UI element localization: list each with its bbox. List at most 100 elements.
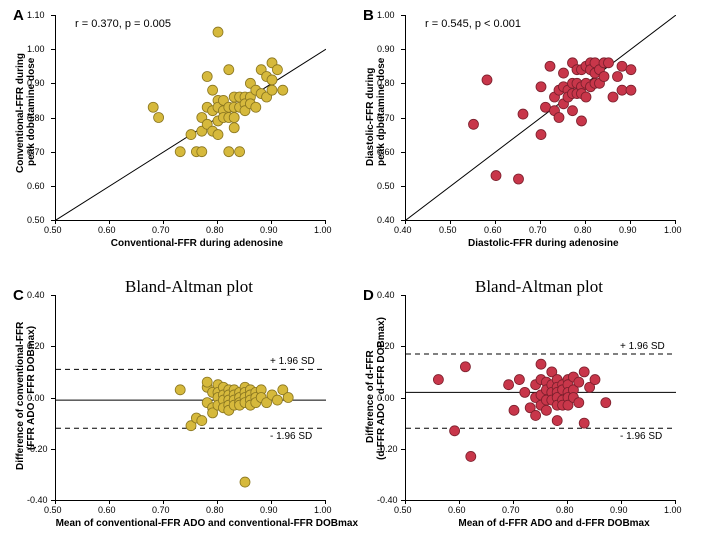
xtick-label: 0.40 — [394, 225, 412, 235]
marker — [175, 385, 185, 395]
plot-svg-D — [406, 295, 676, 500]
marker — [604, 58, 614, 68]
sd-upper-label: + 1.96 SD — [620, 341, 665, 352]
marker — [235, 147, 245, 157]
sd-upper-label: + 1.96 SD — [270, 356, 315, 367]
panel-label-A: A — [13, 7, 24, 24]
ylabel-B: Diastolic-FFR during — [365, 67, 376, 165]
chart-title-D: Bland-Altman plot — [475, 277, 603, 297]
marker — [283, 393, 293, 403]
panel-label-C: C — [13, 287, 24, 304]
marker — [536, 130, 546, 140]
ytick-label: 0.50 — [27, 215, 45, 225]
marker — [213, 27, 223, 37]
plot-C — [55, 295, 326, 501]
marker — [579, 367, 589, 377]
xtick-label: 0.90 — [260, 225, 278, 235]
marker — [229, 113, 239, 123]
marker — [536, 359, 546, 369]
marker — [197, 416, 207, 426]
xtick-label: 0.70 — [529, 225, 547, 235]
marker — [224, 147, 234, 157]
plot-svg-B — [406, 15, 676, 220]
plot-A — [55, 15, 326, 221]
marker — [514, 375, 524, 385]
marker — [208, 85, 218, 95]
xtick-label: 0.70 — [152, 225, 170, 235]
marker — [531, 410, 541, 420]
marker — [541, 405, 551, 415]
marker — [536, 82, 546, 92]
marker — [599, 72, 609, 82]
marker — [574, 398, 584, 408]
stats-text-B: r = 0.545, p < 0.001 — [425, 18, 521, 30]
marker — [568, 106, 578, 116]
panel-label-D: D — [363, 287, 374, 304]
marker — [514, 174, 524, 184]
xtick-label: 0.80 — [556, 505, 574, 515]
ylabel-D: (d-FFR ADO - d-FFR DOBmax) — [376, 317, 387, 460]
marker — [509, 405, 519, 415]
xtick-label: 0.90 — [610, 505, 628, 515]
marker — [202, 72, 212, 82]
ylabel-A: Conventional-FFR during — [15, 53, 26, 173]
ytick-label: 1.10 — [27, 10, 45, 20]
xtick-label: 0.60 — [484, 225, 502, 235]
xtick-label: 1.00 — [314, 505, 332, 515]
plot-svg-C — [56, 295, 326, 500]
marker — [154, 113, 164, 123]
marker — [450, 426, 460, 436]
marker — [518, 109, 528, 119]
xtick-label: 0.80 — [206, 505, 224, 515]
xlabel-C: Mean of conventional-FFR ADO and convent… — [56, 518, 358, 529]
xlabel-B: Diastolic-FFR during adenosine — [468, 238, 619, 249]
xtick-label: 0.50 — [394, 505, 412, 515]
ytick-label: 0.40 — [377, 290, 395, 300]
sd-lower-label: - 1.96 SD — [270, 431, 312, 442]
panel-label-B: B — [363, 7, 374, 24]
marker — [278, 85, 288, 95]
ytick-label: 0.40 — [377, 215, 395, 225]
marker — [554, 113, 564, 123]
marker — [240, 477, 250, 487]
marker — [590, 375, 600, 385]
xtick-label: 0.80 — [206, 225, 224, 235]
ytick-label: -0.40 — [377, 495, 398, 505]
xtick-label: 0.60 — [448, 505, 466, 515]
marker — [148, 102, 158, 112]
marker — [267, 85, 277, 95]
xtick-label: 0.80 — [574, 225, 592, 235]
plot-svg-A — [56, 15, 326, 220]
marker — [491, 171, 501, 181]
ytick-label: 0.50 — [377, 181, 395, 191]
sd-lower-label: - 1.96 SD — [620, 431, 662, 442]
marker — [626, 65, 636, 75]
marker — [559, 68, 569, 78]
marker — [482, 75, 492, 85]
ylabel-C: (FFR ADO - FFR DOBmax) — [26, 326, 37, 450]
ylabel-C: Difference of conventional-FFR — [15, 321, 26, 469]
marker — [213, 130, 223, 140]
xtick-label: 0.70 — [152, 505, 170, 515]
ylabel-A: peak dobutamine dose — [26, 57, 37, 165]
marker — [552, 416, 562, 426]
marker — [579, 418, 589, 428]
xtick-label: 0.50 — [44, 225, 62, 235]
marker — [577, 116, 587, 126]
marker — [608, 92, 618, 102]
plot-D — [405, 295, 676, 501]
figure-container: 0.50 0.60 0.70 0.80 0.90 1.00 0.50 0.60 0.70 0.80… — [0, 0, 709, 545]
marker — [574, 377, 584, 387]
marker — [272, 65, 282, 75]
xtick-label: 0.60 — [98, 225, 116, 235]
ytick-label: -0.40 — [27, 495, 48, 505]
marker — [581, 92, 591, 102]
ytick-label: 1.00 — [27, 44, 45, 54]
marker — [267, 75, 277, 85]
xtick-label: 0.90 — [260, 505, 278, 515]
xtick-label: 0.70 — [502, 505, 520, 515]
xtick-label: 0.60 — [98, 505, 116, 515]
marker — [229, 123, 239, 133]
marker — [197, 147, 207, 157]
xtick-label: 1.00 — [664, 225, 682, 235]
